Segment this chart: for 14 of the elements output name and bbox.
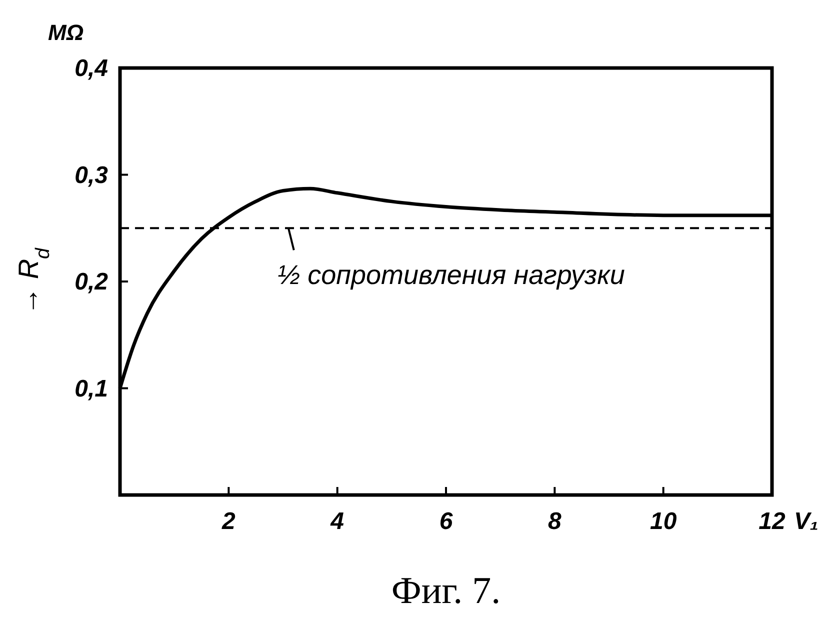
- text: MΩ: [48, 20, 84, 45]
- text: Фиг. 7.: [391, 570, 501, 612]
- x-axis-title: V₁: [794, 508, 818, 535]
- legend-label: ½ сопротивления нагрузки: [278, 260, 625, 290]
- x-tick-label: 6: [439, 508, 454, 535]
- x-tick-label: 10: [650, 508, 678, 535]
- x-tick-label: 2: [220, 508, 236, 535]
- y-tick-label: 0,4: [74, 55, 108, 82]
- y-tick-label: 0,1: [74, 375, 108, 402]
- x-tick-label: 12: [758, 508, 786, 535]
- y-tick-label: 0,3: [74, 162, 109, 189]
- x-tick-label: 4: [330, 508, 344, 535]
- y-tick-label: 0,2: [74, 268, 109, 296]
- x-tick-label: 8: [548, 508, 562, 535]
